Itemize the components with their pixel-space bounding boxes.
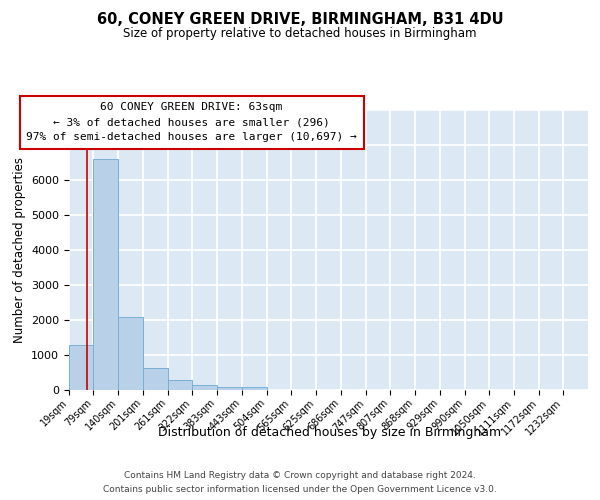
Bar: [242, 387, 266, 390]
Bar: [143, 368, 167, 390]
Text: Contains HM Land Registry data © Crown copyright and database right 2024.: Contains HM Land Registry data © Crown c…: [124, 472, 476, 480]
Bar: [94, 159, 118, 390]
Text: 60 CONEY GREEN DRIVE: 63sqm
← 3% of detached houses are smaller (296)
97% of sem: 60 CONEY GREEN DRIVE: 63sqm ← 3% of deta…: [26, 102, 357, 142]
Text: Distribution of detached houses by size in Birmingham: Distribution of detached houses by size …: [158, 426, 502, 439]
Y-axis label: Number of detached properties: Number of detached properties: [13, 157, 26, 343]
Bar: [217, 386, 242, 390]
Bar: [193, 385, 217, 390]
Text: Contains public sector information licensed under the Open Government Licence v3: Contains public sector information licen…: [103, 484, 497, 494]
Bar: [69, 344, 94, 390]
Text: Size of property relative to detached houses in Birmingham: Size of property relative to detached ho…: [123, 28, 477, 40]
Text: 60, CONEY GREEN DRIVE, BIRMINGHAM, B31 4DU: 60, CONEY GREEN DRIVE, BIRMINGHAM, B31 4…: [97, 12, 503, 28]
Bar: [167, 380, 193, 390]
Bar: [118, 317, 143, 390]
